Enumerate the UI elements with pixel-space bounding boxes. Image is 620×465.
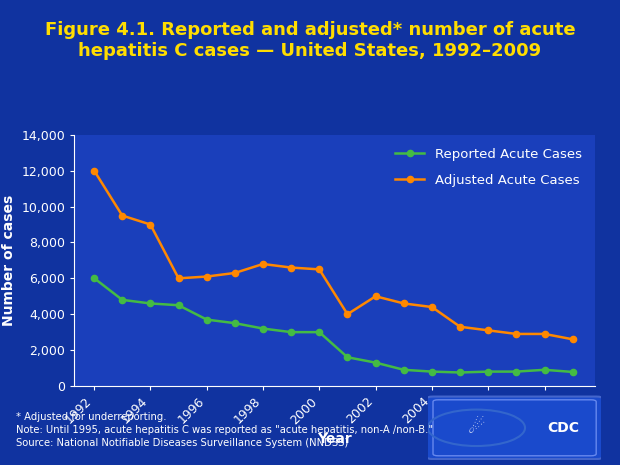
Reported Acute Cases	[569, 369, 577, 375]
Reported Acute Cases	[259, 326, 267, 332]
Reported Acute Cases	[316, 329, 323, 335]
Text: CDC: CDC	[547, 421, 579, 435]
Y-axis label: Number of cases: Number of cases	[2, 195, 16, 326]
Adjusted Acute Cases	[288, 265, 295, 270]
Adjusted Acute Cases	[316, 266, 323, 272]
Reported Acute Cases	[513, 369, 520, 374]
Adjusted Acute Cases	[484, 327, 492, 333]
Text: * Adjusted for underreporting.: * Adjusted for underreporting.	[16, 412, 166, 422]
Adjusted Acute Cases	[541, 331, 548, 337]
Text: hepatitis C cases — United States, 1992–2009: hepatitis C cases — United States, 1992–…	[79, 42, 541, 60]
Legend: Reported Acute Cases, Adjusted Acute Cases: Reported Acute Cases, Adjusted Acute Cas…	[389, 141, 588, 194]
Reported Acute Cases	[118, 297, 126, 303]
Reported Acute Cases	[91, 275, 98, 281]
Text: ☄: ☄	[467, 418, 485, 437]
Adjusted Acute Cases	[147, 222, 154, 227]
Text: Figure 4.1. Reported and adjusted* number of acute: Figure 4.1. Reported and adjusted* numbe…	[45, 21, 575, 39]
Adjusted Acute Cases	[175, 276, 182, 281]
Line: Adjusted Acute Cases: Adjusted Acute Cases	[91, 167, 576, 342]
Reported Acute Cases	[147, 301, 154, 306]
Text: Note: Until 1995, acute hepatitis C was reported as "acute hepatitis, non-A /non: Note: Until 1995, acute hepatitis C was …	[16, 425, 433, 436]
FancyBboxPatch shape	[433, 400, 596, 456]
Adjusted Acute Cases	[428, 304, 436, 310]
X-axis label: Year: Year	[317, 432, 352, 446]
Reported Acute Cases	[231, 320, 239, 326]
Reported Acute Cases	[484, 369, 492, 374]
Reported Acute Cases	[203, 317, 210, 322]
Adjusted Acute Cases	[203, 274, 210, 279]
Line: Reported Acute Cases: Reported Acute Cases	[91, 275, 576, 376]
Adjusted Acute Cases	[569, 337, 577, 342]
Adjusted Acute Cases	[456, 324, 464, 330]
Reported Acute Cases	[400, 367, 407, 372]
Adjusted Acute Cases	[372, 293, 379, 299]
Reported Acute Cases	[372, 360, 379, 365]
Reported Acute Cases	[428, 369, 436, 374]
Adjusted Acute Cases	[118, 213, 126, 219]
Reported Acute Cases	[541, 367, 548, 372]
Reported Acute Cases	[288, 329, 295, 335]
Reported Acute Cases	[456, 370, 464, 375]
Adjusted Acute Cases	[343, 312, 351, 317]
Adjusted Acute Cases	[400, 301, 407, 306]
Reported Acute Cases	[343, 354, 351, 360]
Adjusted Acute Cases	[259, 261, 267, 267]
Adjusted Acute Cases	[91, 168, 98, 173]
Adjusted Acute Cases	[231, 270, 239, 276]
Adjusted Acute Cases	[513, 331, 520, 337]
FancyBboxPatch shape	[426, 397, 603, 459]
Reported Acute Cases	[175, 302, 182, 308]
Text: Source: National Notifiable Diseases Surveillance System (NNDSS): Source: National Notifiable Diseases Sur…	[16, 438, 348, 448]
